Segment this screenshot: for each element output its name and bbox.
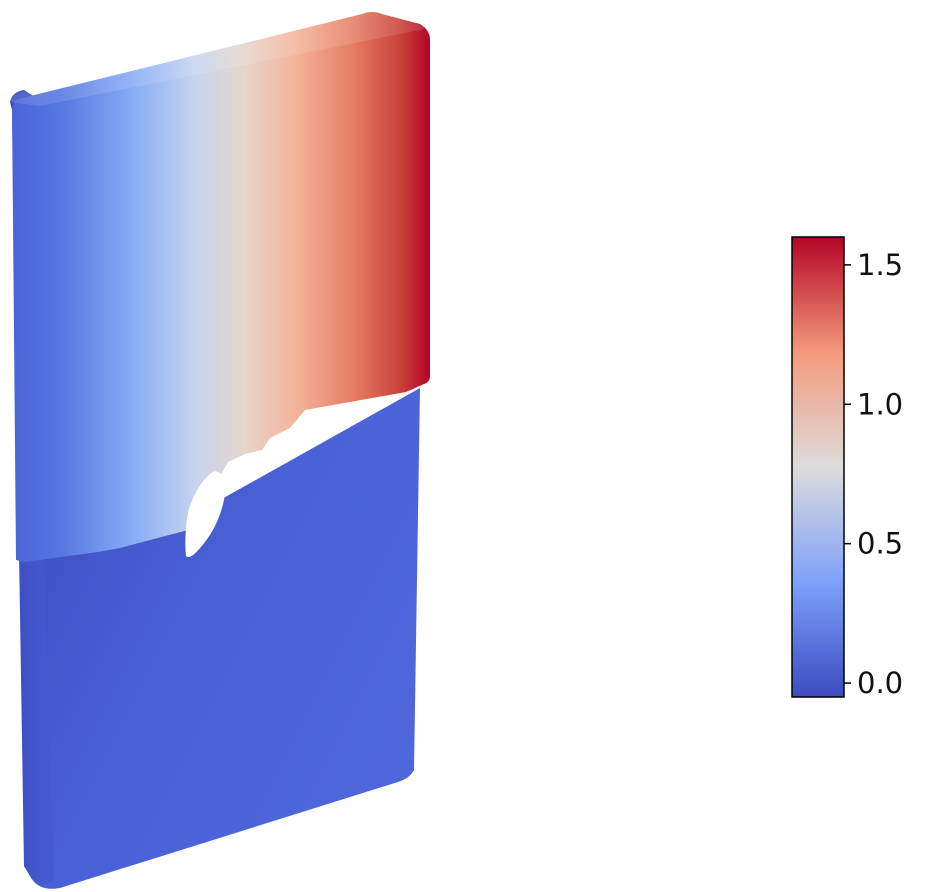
colorbar-tick-label: 0.0	[857, 666, 903, 700]
colorbar-gradient	[791, 236, 845, 698]
colorbar-ticks: 1.5 1.0 0.5 0.0	[844, 248, 903, 700]
lower-block-face	[24, 388, 420, 889]
hole	[185, 471, 226, 557]
colorbar-tick-label: 0.5	[857, 527, 903, 561]
colorbar-tick-label: 1.0	[857, 387, 903, 421]
colorbar: 1.5 1.0 0.5 0.0	[791, 236, 903, 700]
deformed-block	[10, 10, 430, 889]
top-face	[10, 10, 426, 106]
colorbar-tick-label: 1.5	[857, 248, 903, 282]
upper-block-face	[12, 12, 430, 562]
